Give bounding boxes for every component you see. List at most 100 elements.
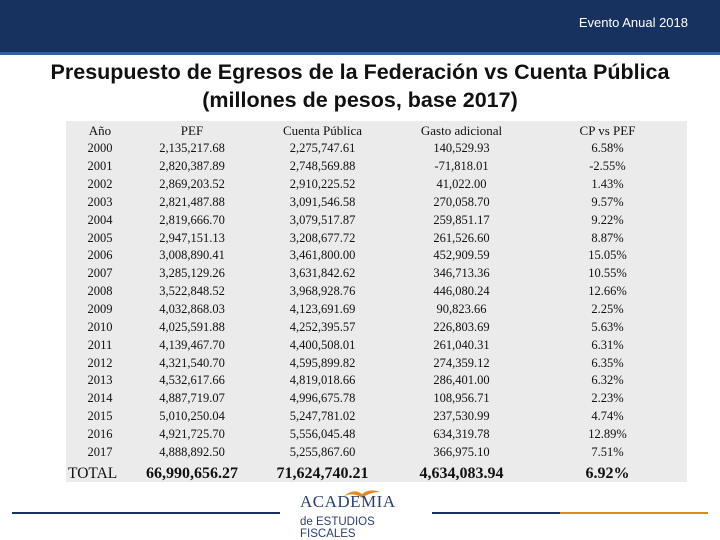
cuenta-publica-cell: 3,968,928.76 [289, 284, 356, 299]
column-header: Gasto adicional [420, 122, 503, 138]
cp-vs-pef-cell: 7.51% [591, 444, 624, 459]
column-header: PEF [180, 122, 204, 138]
cuenta-publica-cell: 3,461,800.00 [289, 248, 356, 263]
cp-vs-pef-cell: 12.66% [588, 284, 627, 299]
gasto-adicional-cell: 108,956.71 [433, 391, 490, 406]
total-gasto-adicional-cell: 4,634,083.94 [419, 465, 504, 483]
year-cell: 2001 [87, 159, 113, 174]
table-background [66, 121, 687, 482]
table-body: 2000 2,135,217.68 2,275,747.61 140,529.93 6.… [66, 140, 687, 487]
total-label: TOTAL [68, 465, 118, 483]
gasto-adicional-cell: 90,823.66 [436, 302, 487, 317]
year-cell: 2010 [87, 319, 113, 334]
year-cell: 2003 [87, 194, 113, 209]
year-cell: 2007 [87, 266, 113, 281]
pef-cell: 2,820,387.89 [159, 159, 225, 174]
cp-vs-pef-cell: 12.89% [588, 426, 627, 441]
gasto-adicional-cell: 346,713.36 [433, 266, 490, 281]
gasto-adicional-cell: 261,040.31 [433, 337, 490, 352]
pef-cell: 4,025,591.88 [159, 319, 225, 334]
pef-cell: 4,139,467.70 [159, 337, 225, 352]
cuenta-publica-cell: 4,400,508.01 [289, 337, 356, 352]
gasto-adicional-cell: 270,058.70 [433, 194, 490, 209]
cuenta-publica-cell: 2,910,225.52 [289, 177, 356, 192]
year-cell: 2015 [87, 409, 113, 424]
table-row: 2007 3,285,129.26 3,631,842.62 346,713.36 10… [66, 265, 687, 283]
cp-vs-pef-cell: 8.87% [591, 230, 624, 245]
table-row: 2008 3,522,848.52 3,968,928.76 446,080.24 12… [66, 283, 687, 301]
total-cuenta-publica-cell: 71,624,740.21 [276, 465, 369, 483]
pef-cell: 4,921,725.70 [159, 426, 225, 441]
table-row: 2011 4,139,467.70 4,400,508.01 261,040.31 6.… [66, 336, 687, 354]
gasto-adicional-cell: 259,851.17 [433, 212, 490, 227]
table-row: 2012 4,321,540.70 4,595,899.82 274,359.12 6.… [66, 354, 687, 372]
cuenta-publica-cell: 3,208,677.72 [289, 230, 356, 245]
logo-text-academia: ACADEMIA [300, 492, 396, 511]
gasto-adicional-cell: 452,909.59 [433, 248, 490, 263]
event-label: Evento Anual 2018 [578, 15, 688, 30]
total-pef-cell: 66,990,656.27 [146, 465, 238, 483]
bird-icon [344, 490, 380, 498]
cuenta-publica-cell: 2,748,569.88 [289, 159, 356, 174]
pef-cell: 2,135,217.68 [159, 141, 225, 156]
pef-cell: 4,321,540.70 [159, 355, 225, 370]
table-header-row: Año PEF Cuenta Pública Gasto adicional CP vs… [66, 121, 687, 140]
table-row: 2009 4,032,868.03 4,123,691.69 90,823.66 2.2… [66, 301, 687, 319]
pef-cell: 4,532,617.66 [159, 373, 225, 388]
title-line-1: Presupuesto de Egresos de la Federación … [50, 60, 670, 84]
pef-cell: 2,869,203.52 [159, 177, 225, 192]
year-cell: 2004 [87, 212, 113, 227]
cuenta-publica-cell: 5,255,867.60 [289, 444, 356, 459]
cuenta-publica-cell: 3,631,842.62 [289, 266, 356, 281]
year-cell: 2012 [87, 355, 113, 370]
year-cell: 2016 [87, 426, 113, 441]
table-row: 2002 2,869,203.52 2,910,225.52 41,022.00 1.4… [66, 176, 687, 194]
pef-cell: 2,947,151.13 [159, 230, 225, 245]
column-header: Cuenta Pública [282, 122, 363, 138]
academia-logo: ACADEMIA de ESTUDIOS FISCALES [286, 486, 426, 540]
table-row: 2001 2,820,387.89 2,748,569.88 -71,818.01 -2… [66, 158, 687, 176]
pef-cell: 3,008,890.41 [159, 248, 225, 263]
cp-vs-pef-cell: 6.31% [591, 337, 624, 352]
cp-vs-pef-cell: 2.25% [591, 302, 624, 317]
cp-vs-pef-cell: 15.05% [588, 248, 627, 263]
pef-cell: 4,888,892.50 [159, 444, 225, 459]
gasto-adicional-cell: 366,975.10 [433, 444, 490, 459]
title-line-2: (millones de pesos, base 2017) [202, 88, 518, 112]
pef-cell: 3,285,129.26 [159, 266, 225, 281]
footer-line [12, 512, 280, 514]
total-row: TOTAL 66,990,656.27 71,624,740.21 4,634,083… [66, 461, 687, 487]
table-row: 2004 2,819,666.70 3,079,517.87 259,851.17 9.… [66, 211, 687, 229]
gasto-adicional-cell: 140,529.93 [433, 141, 490, 156]
pef-cell: 5,010,250.04 [159, 409, 225, 424]
gasto-adicional-cell: 286,401.00 [433, 373, 490, 388]
year-cell: 2006 [87, 248, 113, 263]
logo-text-estudios: de ESTUDIOS FISCALES [300, 516, 375, 540]
cp-vs-pef-cell: 6.58% [591, 141, 624, 156]
year-cell: 2005 [87, 230, 113, 245]
cuenta-publica-cell: 2,275,747.61 [289, 141, 356, 156]
cuenta-publica-cell: 4,996,675.78 [289, 391, 356, 406]
cuenta-publica-cell: 5,247,781.02 [289, 409, 356, 424]
pef-cell: 4,887,719.07 [159, 391, 225, 406]
cp-vs-pef-cell: 10.55% [588, 266, 627, 281]
table-row: 2014 4,887,719.07 4,996,675.78 108,956.71 2.… [66, 390, 687, 408]
column-header: Año [88, 122, 112, 138]
page-title: Presupuesto de Egresos de la Federación … [0, 58, 720, 114]
gasto-adicional-cell: -71,818.01 [434, 159, 489, 174]
total-cp-vs-pef-cell: 6.92% [585, 465, 630, 483]
header-accent-line [0, 52, 720, 55]
pef-cell: 2,819,666.70 [159, 212, 225, 227]
year-cell: 2013 [87, 373, 113, 388]
table-row: 2003 2,821,487.88 3,091,546.58 270,058.70 9.… [66, 194, 687, 212]
year-cell: 2017 [87, 444, 113, 459]
table-row: 2015 5,010,250.04 5,247,781.02 237,530.99 4.… [66, 408, 687, 426]
gasto-adicional-cell: 446,080.24 [433, 284, 490, 299]
cp-vs-pef-cell: 6.35% [591, 355, 624, 370]
cp-vs-pef-cell: 1.43% [591, 177, 624, 192]
pef-cell: 2,821,487.88 [159, 194, 225, 209]
year-cell: 2009 [87, 302, 113, 317]
table-row: 2013 4,532,617.66 4,819,018.66 286,401.00 6.… [66, 372, 687, 390]
table-row: 2005 2,947,151.13 3,208,677.72 261,526.60 8.… [66, 229, 687, 247]
gasto-adicional-cell: 274,359.12 [433, 355, 490, 370]
